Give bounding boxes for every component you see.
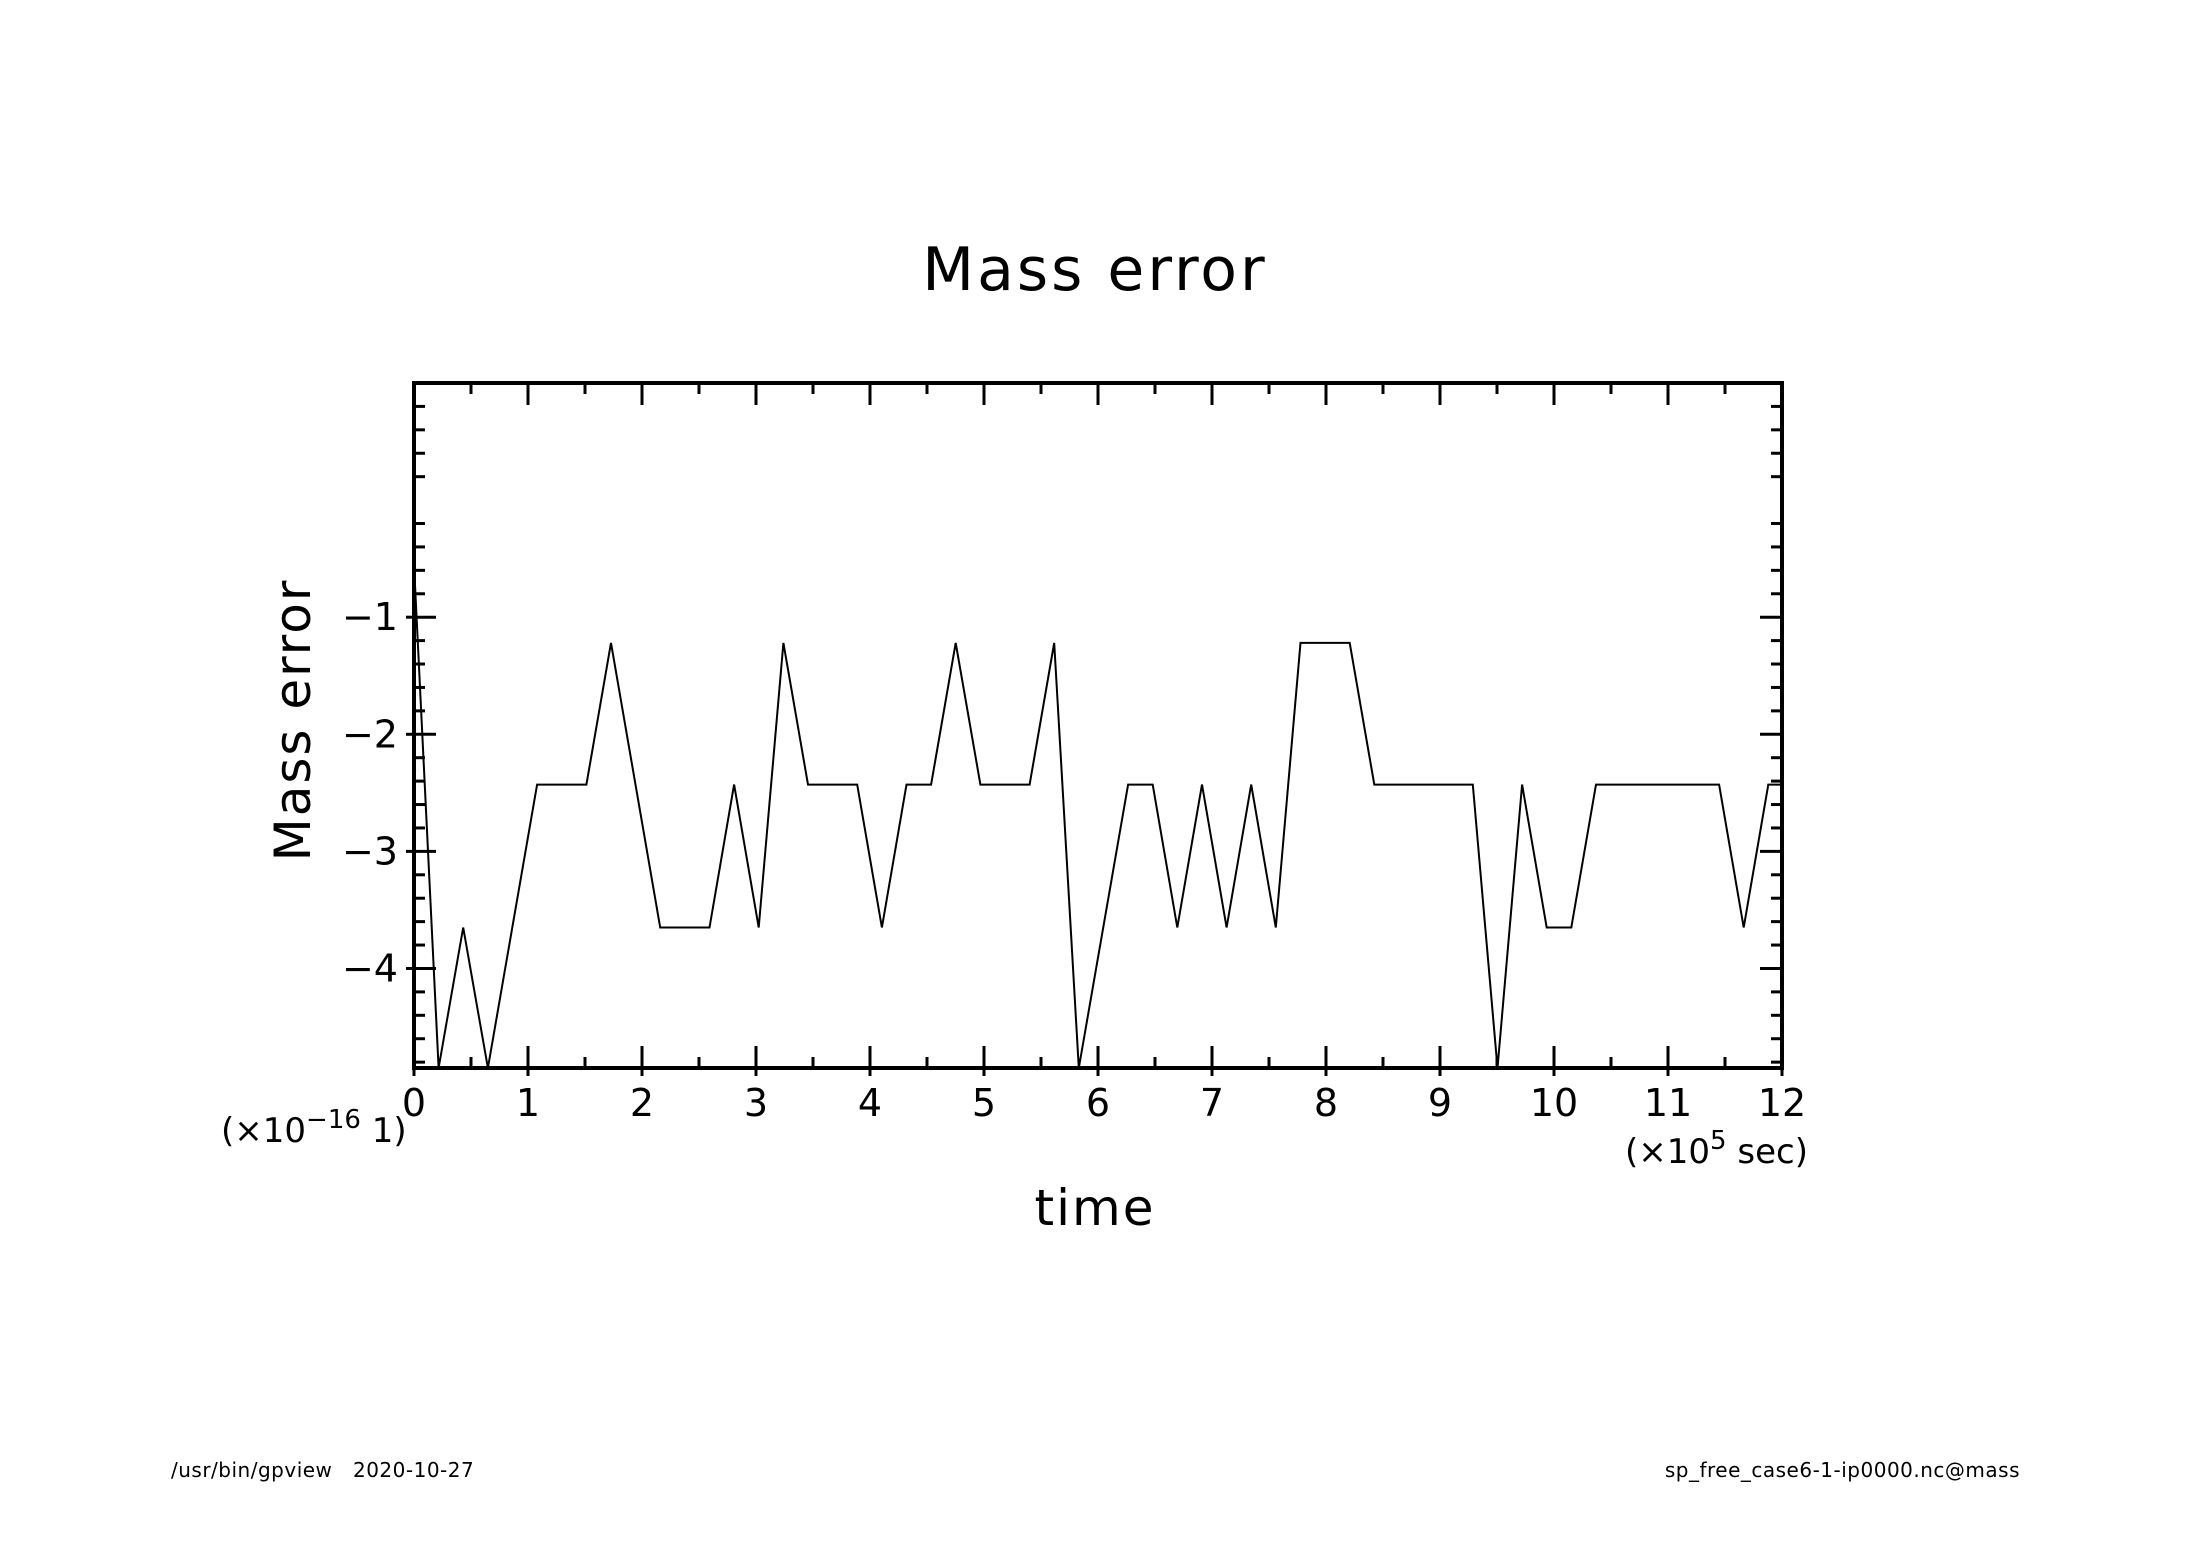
x-tick-label: 5: [972, 1081, 996, 1125]
y-scale-prefix: (×10: [221, 1111, 306, 1151]
x-scale-label: (×105 sec): [1625, 1126, 1808, 1172]
chart-title: Mass error: [922, 235, 1267, 305]
y-tick-label: −4: [342, 946, 398, 990]
y-tick-label: −3: [342, 829, 398, 873]
y-scale-suffix: 1): [361, 1111, 407, 1151]
x-tick-label: 9: [1428, 1081, 1452, 1125]
x-scale-suffix: sec): [1727, 1132, 1808, 1172]
x-tick-label: 2: [630, 1081, 654, 1125]
x-axis-label: time: [1035, 1179, 1156, 1237]
axis-tick-labels: 0 1 2 3 4 5 6 7 8 9 10 11 12−1−2−3−4: [342, 595, 1806, 1125]
x-scale-exponent: 5: [1710, 1126, 1727, 1156]
y-scale-label: (×10−16 1): [221, 1105, 407, 1151]
x-tick-label: 6: [1086, 1081, 1110, 1125]
footer-command: /usr/bin/gpview 2020-10-27: [171, 1458, 475, 1482]
x-tick-label: 7: [1200, 1081, 1224, 1125]
x-tick-label: 8: [1314, 1081, 1338, 1125]
x-tick-label: 3: [744, 1081, 768, 1125]
y-scale-exponent: −16: [306, 1105, 361, 1135]
x-tick-label: 11: [1644, 1081, 1692, 1125]
x-tick-label: 1: [516, 1081, 540, 1125]
y-axis-label: Mass error: [264, 579, 322, 862]
x-tick-label: 10: [1530, 1081, 1578, 1125]
axis-ticks: [406, 383, 1784, 1076]
y-tick-label: −2: [342, 712, 398, 756]
footer-source: sp_free_case6-1-ip0000.nc@mass: [1664, 1458, 2020, 1482]
y-tick-label: −1: [342, 595, 398, 639]
plot-frame: [412, 381, 1784, 1070]
x-scale-prefix: (×10: [1625, 1132, 1710, 1172]
series-line: [413, 564, 1782, 1069]
x-tick-label: 4: [858, 1081, 882, 1125]
x-tick-label: 12: [1758, 1081, 1806, 1125]
x-tick-label: 0: [402, 1081, 426, 1125]
